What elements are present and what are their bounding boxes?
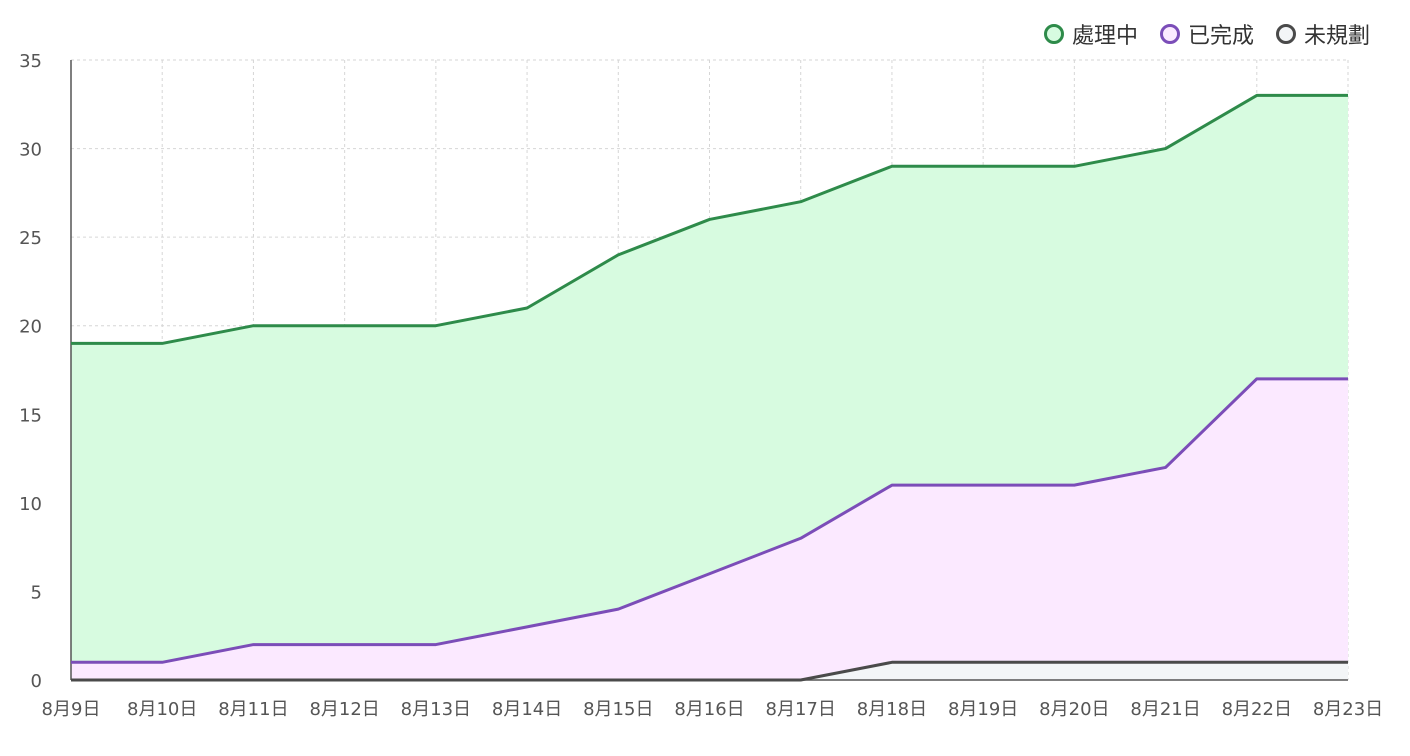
x-tick-label: 8月17日	[766, 699, 836, 720]
x-tick-label: 8月14日	[492, 699, 562, 720]
area-已完成	[71, 378, 1348, 680]
legend-swatch-icon	[1275, 24, 1296, 44]
legend-label: 未規劃	[1303, 24, 1370, 49]
legend-item[interactable]: 未規劃	[1275, 18, 1370, 50]
x-tick-labels: 8月9日 8月10日 8月11日 8月12日 8月13日 8月14日 8月15日 8月16日 8…	[42, 699, 1384, 720]
legend-label: 已完成	[1187, 24, 1254, 49]
x-tick-label: 8月13日	[401, 699, 471, 720]
legend-item[interactable]: 處理中	[1043, 18, 1138, 50]
x-tick-label: 8月22日	[1222, 699, 1292, 720]
x-tick-label: 8月12日	[309, 699, 379, 720]
y-tick-label: 20	[19, 317, 42, 338]
series-lines	[71, 93, 1348, 682]
chart-legend: 處理中 已完成 未規劃	[1043, 18, 1370, 50]
legend-swatch-icon	[1159, 24, 1180, 44]
y-tick-label: 0	[31, 671, 42, 692]
series-line-未規劃	[71, 660, 1348, 682]
y-tick-label: 30	[19, 140, 42, 161]
y-tick-label: 35	[19, 51, 42, 72]
area-處理中	[71, 95, 1348, 663]
x-tick-label: 8月15日	[583, 699, 653, 720]
x-tick-label: 8月23日	[1313, 699, 1383, 720]
legend-item[interactable]: 已完成	[1159, 18, 1254, 50]
y-tick-label: 25	[19, 228, 42, 249]
x-tick-label: 8月11日	[218, 699, 288, 720]
x-tick-label: 8月9日	[42, 699, 101, 720]
y-tick-label: 5	[31, 582, 42, 603]
x-tick-label: 8月20日	[1039, 699, 1109, 720]
y-tick-label: 15	[19, 405, 42, 426]
series-line-已完成	[71, 377, 1348, 664]
legend-swatch-icon	[1043, 24, 1064, 44]
areas	[71, 95, 1348, 680]
y-tick-label: 10	[19, 494, 42, 515]
legend-label: 處理中	[1071, 24, 1138, 49]
x-tick-label: 8月19日	[948, 699, 1018, 720]
area-未規劃	[71, 662, 1348, 680]
x-tick-label: 8月16日	[674, 699, 744, 720]
x-tick-label: 8月10日	[127, 699, 197, 720]
x-tick-label: 8月18日	[857, 699, 927, 720]
y-tick-labels: 0 5 10 15 20 25 30 35	[19, 51, 42, 692]
series-line-處理中	[71, 93, 1348, 345]
x-tick-label: 8月21日	[1130, 699, 1200, 720]
